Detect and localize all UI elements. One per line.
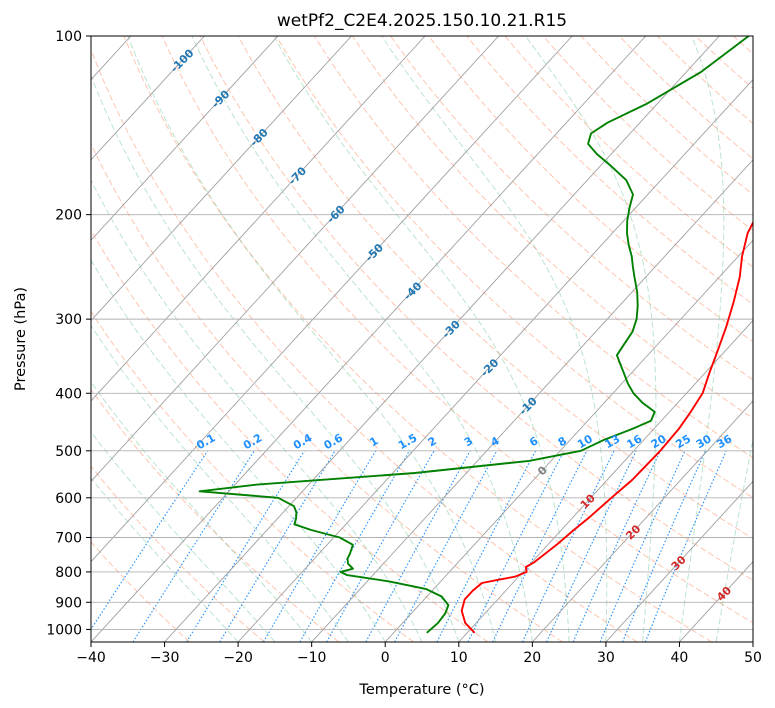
x-tick-label: 10	[450, 650, 468, 666]
dry-adiabat	[91, 465, 265, 642]
dry-adiabat	[91, 229, 489, 642]
moist-adiabat	[91, 259, 386, 642]
dry-adiabat	[275, 36, 753, 499]
x-tick-label: 30	[597, 650, 615, 666]
y-tick-label: 500	[55, 444, 82, 460]
isotherm-line	[532, 400, 753, 642]
mixing-ratio-line	[326, 450, 435, 642]
temperature-profile-line	[460, 220, 753, 634]
mixing-ratio-line	[546, 450, 637, 642]
moist-adiabat	[127, 36, 497, 642]
y-tick-label: 300	[55, 312, 82, 328]
y-tick-label: 200	[55, 208, 82, 224]
moist-adiabat	[525, 36, 657, 642]
isotherm-line	[91, 36, 647, 642]
moist-adiabat	[91, 179, 423, 642]
y-tick-label: 900	[55, 595, 82, 611]
y-tick-label: 600	[55, 491, 82, 507]
x-axis-ticks: −40 −30 −20 −10 0 10 20 30 40 50	[76, 642, 762, 666]
dry-adiabat	[466, 36, 753, 305]
y-tick-label: 700	[55, 531, 82, 547]
mixing-ratio-line	[365, 450, 471, 642]
isotherm-line	[458, 319, 753, 642]
dry-adiabat	[91, 48, 638, 642]
isotherm-line	[384, 239, 753, 642]
isotherm-line	[91, 36, 499, 482]
isotherms	[91, 36, 753, 642]
dry-adiabat	[428, 36, 753, 343]
dry-adiabat	[390, 36, 753, 381]
mixing-ratio-line	[394, 450, 498, 642]
y-tick-label: 800	[55, 565, 82, 581]
x-tick-label: −40	[76, 650, 106, 666]
isotherm-line	[91, 36, 352, 322]
x-tick-label: 20	[523, 650, 541, 666]
isotherm-line	[164, 36, 720, 642]
x-axis-label: Temperature (°C)	[358, 682, 484, 698]
mixing-ratio-line	[599, 450, 686, 642]
moist-adiabat	[91, 324, 349, 642]
isotherm-line	[91, 36, 205, 161]
moist-adiabat	[91, 74, 460, 642]
y-tick-label: 400	[55, 386, 82, 402]
moist-adiabat	[381, 36, 608, 642]
isotherm-line	[91, 36, 573, 563]
mixing-ratio-line	[572, 450, 661, 642]
mixing-ratio-line	[467, 450, 565, 642]
isotherm-line	[311, 159, 753, 642]
x-tick-label: 40	[670, 650, 688, 666]
isotherm-line	[605, 480, 753, 642]
mixing-ratio-line	[186, 450, 305, 642]
dewpoint-profile-line	[198, 36, 750, 634]
y-tick-label: 100	[55, 29, 82, 45]
dry-adiabat	[313, 36, 753, 459]
y-axis-label: Pressure (hPa)	[13, 287, 29, 391]
mixing-ratio-line	[622, 450, 707, 642]
isotherm-line	[91, 36, 426, 402]
x-tick-label: −10	[297, 650, 327, 666]
plot-frame	[90, 35, 754, 643]
x-tick-label: −20	[223, 650, 253, 666]
mixing-ratio-line	[91, 450, 209, 631]
x-tick-label: −30	[150, 650, 180, 666]
mixing-ratio-line	[436, 450, 537, 642]
mixing-ratio-line	[492, 450, 588, 642]
dry-adiabat	[161, 36, 753, 624]
mixing-ratio-line	[132, 450, 255, 642]
y-tick-label: 1000	[46, 622, 82, 638]
mixing-ratio-line	[219, 450, 336, 642]
moist-adiabat	[91, 477, 239, 642]
mixing-ratio-line	[521, 450, 615, 642]
x-tick-label: 0	[381, 650, 390, 666]
moist-adiabat	[91, 431, 276, 642]
dry-adiabat	[91, 388, 340, 642]
isotherm-line	[91, 36, 279, 241]
chart-title: wetPf2_C2E4.2025.150.10.21.R15	[277, 11, 567, 31]
isobar-gridlines	[91, 36, 753, 630]
dry-adiabat	[91, 143, 563, 642]
y-axis-ticks: 100 200 300 400 500 600 700 800 900 1000	[46, 29, 91, 638]
isotherm-line	[237, 78, 753, 642]
sounding-profiles	[198, 36, 753, 634]
dry-adiabat	[123, 36, 713, 642]
moist-adiabat	[678, 36, 725, 642]
moist-adiabat	[715, 436, 753, 642]
moist-adiabat	[273, 36, 570, 642]
x-tick-label: 50	[744, 650, 762, 666]
